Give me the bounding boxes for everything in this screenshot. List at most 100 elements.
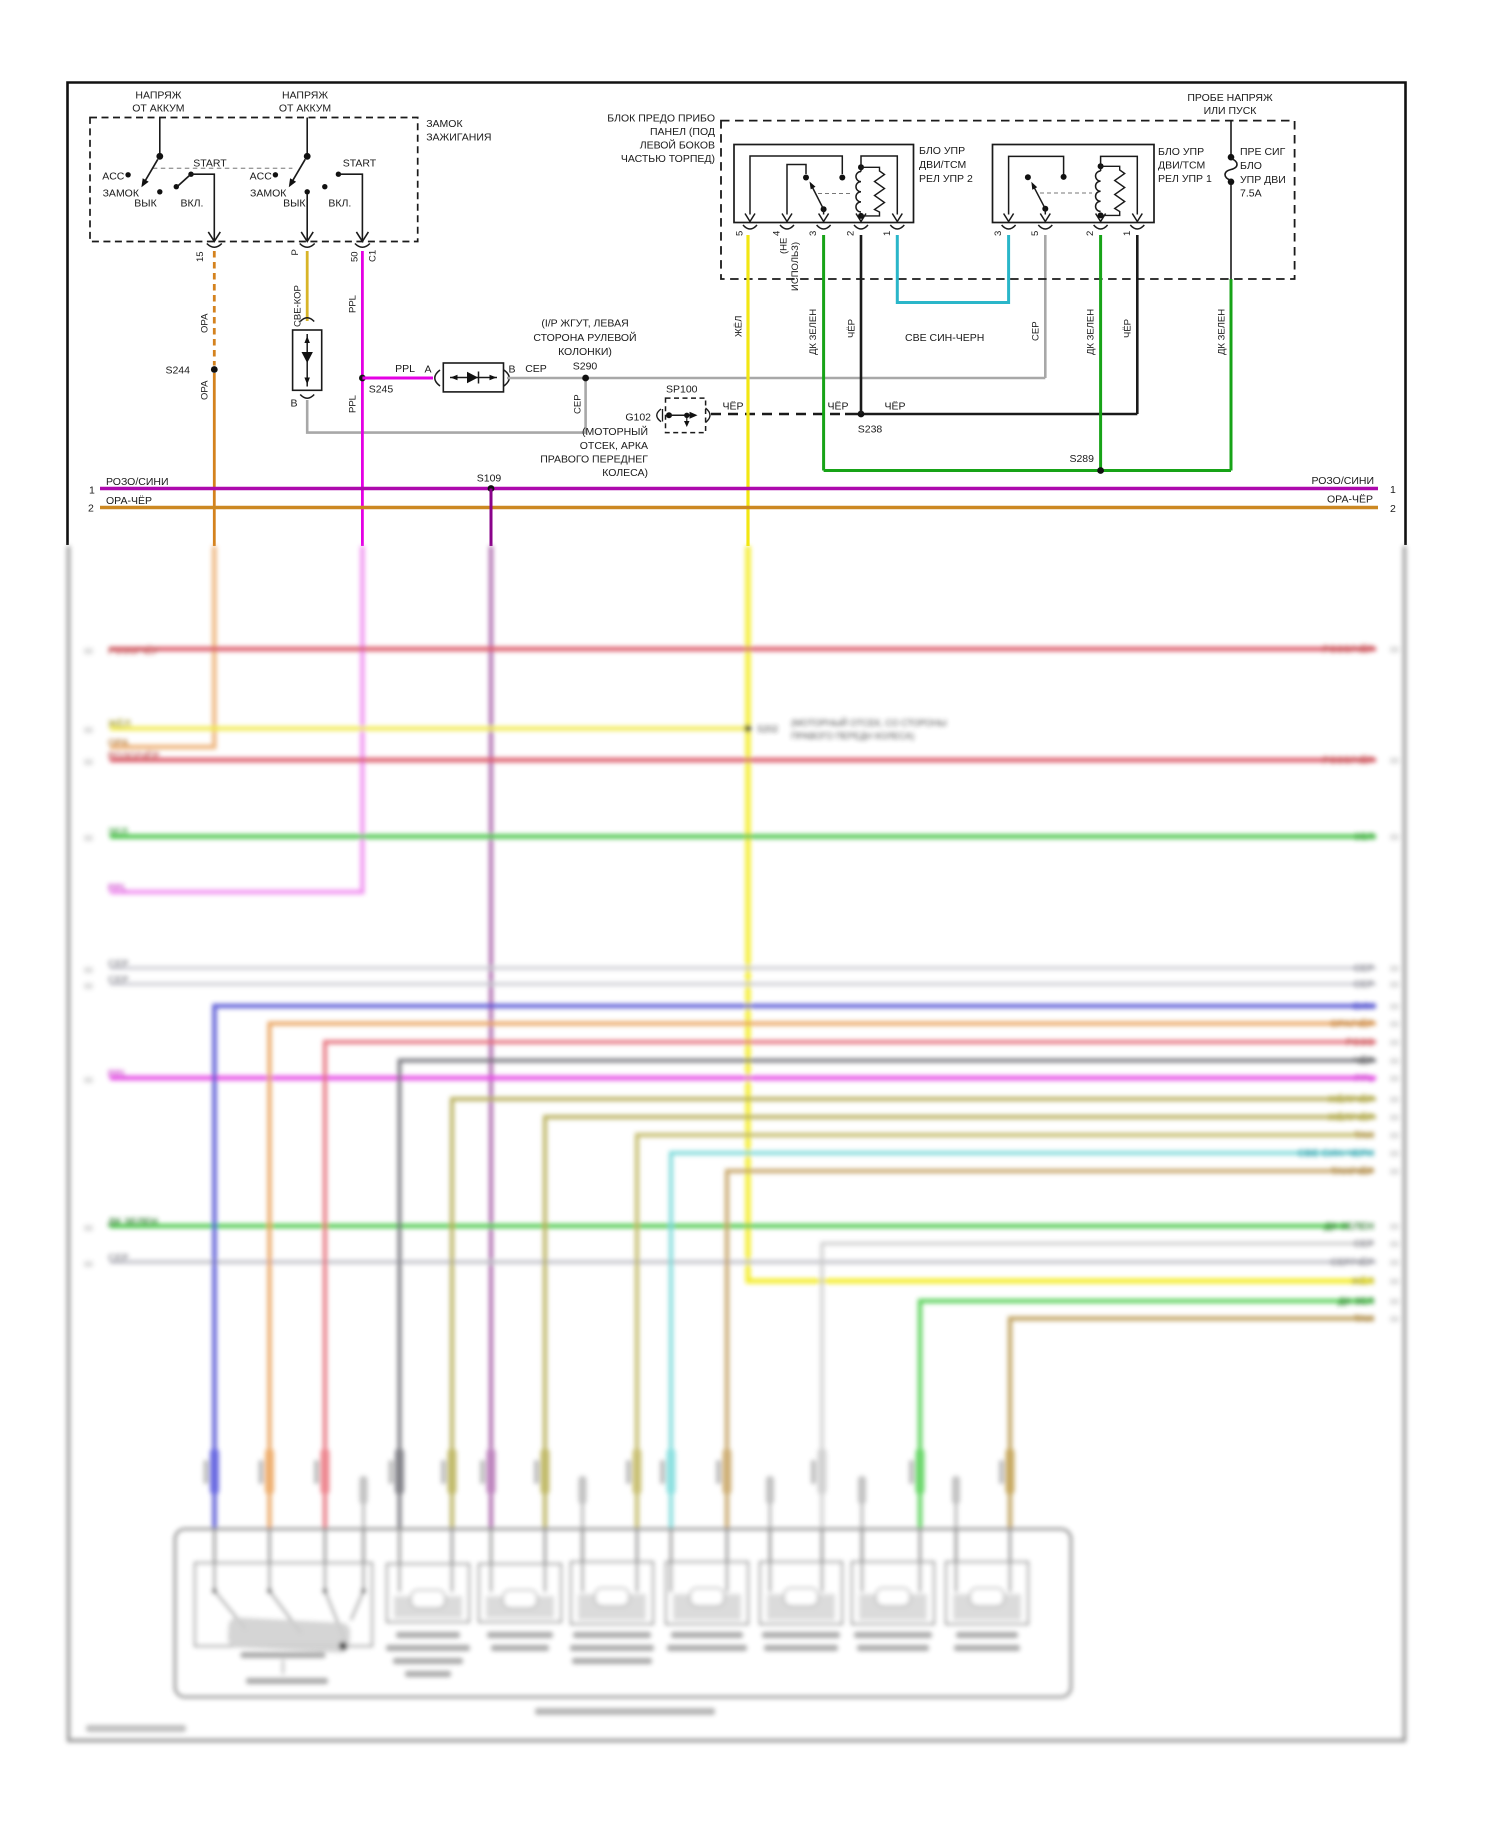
svg-text:00: 00: [1390, 1114, 1399, 1123]
svg-text:ПРАВОГО ПЕРЕДНЕГ: ПРАВОГО ПЕРЕДНЕГ: [540, 454, 648, 466]
svg-text:ДК ЗЕЛЕН: ДК ЗЕЛЕН: [1086, 309, 1097, 355]
svg-text:ПРОБЕ НАПРЯЖ: ПРОБЕ НАПРЯЖ: [1187, 92, 1273, 104]
svg-text:КОЛОНКИ): КОЛОНКИ): [558, 346, 612, 358]
svg-text:B: B: [508, 364, 515, 376]
svg-text:5: 5: [735, 231, 746, 236]
svg-text:00: 00: [1390, 646, 1399, 655]
svg-text:00: 00: [1390, 1150, 1399, 1159]
svg-text:00: 00: [1390, 1096, 1399, 1105]
svg-text:СЕР: СЕР: [108, 1253, 129, 1264]
svg-text:УПР ДВИ: УПР ДВИ: [1240, 174, 1286, 186]
svg-text:СВЕ СИН-ЧЕРН: СВЕ СИН-ЧЕРН: [1298, 1149, 1374, 1160]
svg-text:СЕР: СЕР: [1353, 964, 1374, 975]
svg-text:СВЕ-КОР: СВЕ-КОР: [293, 285, 304, 327]
svg-text:00: 00: [1390, 965, 1399, 974]
svg-text:РОЗО/ЧЁР: РОЗО/ЧЁР: [108, 749, 160, 762]
svg-text:СИН: СИН: [1352, 1002, 1374, 1013]
svg-text:РЕЛ УПР 1: РЕЛ УПР 1: [1158, 173, 1212, 185]
svg-text:БЛО УПР: БЛО УПР: [1158, 146, 1204, 158]
svg-text:ЧЁР: ЧЁР: [1354, 1054, 1375, 1067]
svg-text:БЛО УПР: БЛО УПР: [919, 145, 965, 157]
svg-text:ЗАМОК: ЗАМОК: [426, 118, 463, 130]
svg-text:ЧЁР: ЧЁР: [884, 401, 905, 413]
svg-text:00: 00: [84, 758, 93, 767]
svg-text:ИСПОЛЬЗ): ИСПОЛЬЗ): [790, 242, 801, 291]
svg-text:ТАН/ЧЁР: ТАН/ЧЁР: [1331, 1165, 1374, 1178]
svg-text:B: B: [290, 398, 297, 410]
svg-text:2: 2: [88, 503, 94, 515]
svg-text:ПАНЕЛ (ПОД: ПАНЕЛ (ПОД: [650, 126, 715, 138]
svg-text:PPL: PPL: [395, 363, 415, 375]
svg-text:S245: S245: [369, 384, 394, 396]
svg-text:ВЫК: ВЫК: [283, 198, 306, 210]
svg-text:3: 3: [808, 231, 819, 236]
svg-text:РОЗО/ЧЁР: РОЗО/ЧЁР: [1323, 643, 1375, 656]
svg-text:СВЕ СИН-ЧЕРН: СВЕ СИН-ЧЕРН: [905, 332, 984, 344]
svg-text:ЖЁЛ: ЖЁЛ: [734, 316, 745, 337]
svg-text:S244: S244: [165, 365, 190, 377]
svg-text:ACC: ACC: [250, 170, 273, 182]
svg-text:НАПРЯЖ: НАПРЯЖ: [135, 90, 181, 102]
svg-text:S238: S238: [858, 424, 883, 436]
svg-text:НАПРЯЖ: НАПРЯЖ: [282, 90, 328, 102]
svg-text:1: 1: [1390, 484, 1396, 496]
svg-text:SP100: SP100: [666, 384, 698, 396]
svg-text:1: 1: [1122, 231, 1133, 236]
svg-text:3: 3: [993, 231, 1004, 236]
svg-text:00: 00: [84, 1224, 93, 1233]
svg-text:СЕР: СЕР: [1353, 1239, 1374, 1250]
svg-text:2: 2: [1085, 231, 1096, 236]
svg-text:СЕР/ЧЁР: СЕР/ЧЁР: [1330, 1256, 1374, 1269]
svg-text:1: 1: [89, 485, 95, 497]
svg-text:00: 00: [1390, 981, 1399, 990]
svg-text:00: 00: [84, 1260, 93, 1269]
svg-text:(НЕ: (НЕ: [779, 238, 790, 254]
svg-text:00: 00: [1390, 1168, 1399, 1177]
svg-text:ЖЁЛ: ЖЁЛ: [107, 717, 131, 730]
svg-text:00: 00: [84, 726, 93, 735]
svg-text:ЗАМОК: ЗАМОК: [250, 188, 287, 200]
svg-text:ДК ЗЕЛ: ДК ЗЕЛ: [1338, 1297, 1374, 1308]
svg-text:ДВИ/ТСМ: ДВИ/ТСМ: [1158, 160, 1205, 172]
svg-text:РОЗО/СИНИ: РОЗО/СИНИ: [106, 476, 169, 488]
svg-text:00: 00: [1390, 1278, 1399, 1287]
svg-text:ЛЕВОЙ БОКОВ: ЛЕВОЙ БОКОВ: [640, 139, 715, 152]
svg-text:ВЫК: ВЫК: [134, 198, 157, 210]
svg-text:БЛОК ПРЕДО ПРИБО: БЛОК ПРЕДО ПРИБО: [607, 113, 715, 125]
svg-text:БЛО: БЛО: [1240, 160, 1262, 172]
svg-text:PPL: PPL: [108, 1069, 127, 1080]
svg-text:00: 00: [84, 966, 93, 975]
svg-text:ЧЁР: ЧЁР: [722, 401, 743, 413]
svg-text:PPL: PPL: [348, 395, 359, 413]
svg-text:ЗАМОК: ЗАМОК: [103, 188, 140, 200]
svg-text:ЧЁР: ЧЁР: [827, 401, 848, 413]
svg-text:ДК ЗЕЛЕН: ДК ЗЕЛЕН: [108, 1217, 158, 1228]
svg-text:5: 5: [1030, 231, 1041, 236]
svg-text:(МОТОРНЫЙ: (МОТОРНЫЙ: [582, 425, 648, 438]
svg-text:ОРА: ОРА: [200, 313, 211, 333]
svg-text:ТАН: ТАН: [1354, 1314, 1374, 1325]
svg-text:РЕЛ УПР 2: РЕЛ УПР 2: [919, 173, 973, 185]
svg-text:ЖЁЛ: ЖЁЛ: [1350, 1275, 1374, 1288]
svg-text:G102: G102: [625, 412, 651, 424]
svg-text:ЧЁР: ЧЁР: [847, 319, 858, 338]
svg-text:ТАН: ТАН: [1354, 1131, 1374, 1142]
svg-text:00: 00: [1390, 833, 1399, 842]
svg-text:2: 2: [846, 231, 857, 236]
svg-text:15: 15: [195, 251, 206, 262]
svg-text:A: A: [424, 364, 431, 376]
svg-text:ОРА-ЧЁР: ОРА-ЧЁР: [1327, 494, 1373, 506]
svg-text:00: 00: [1390, 1003, 1399, 1012]
svg-text:S290: S290: [573, 360, 598, 372]
svg-text:КОЛЕСА): КОЛЕСА): [602, 467, 648, 479]
svg-text:ВКЛ.: ВКЛ.: [181, 198, 204, 210]
svg-text:00: 00: [84, 982, 93, 991]
svg-text:00: 00: [1390, 1223, 1399, 1232]
svg-text:00: 00: [1390, 1315, 1399, 1324]
svg-text:START: START: [193, 158, 227, 170]
svg-text:ДК ЗЕЛЕН: ДК ЗЕЛЕН: [1217, 309, 1228, 355]
svg-text:00: 00: [1390, 1020, 1399, 1029]
svg-text:C1: C1: [368, 250, 379, 262]
svg-text:СТОРОНА РУЛЕВОЙ: СТОРОНА РУЛЕВОЙ: [533, 331, 636, 344]
svg-text:ИЛИ ПУСК: ИЛИ ПУСК: [1204, 105, 1258, 117]
